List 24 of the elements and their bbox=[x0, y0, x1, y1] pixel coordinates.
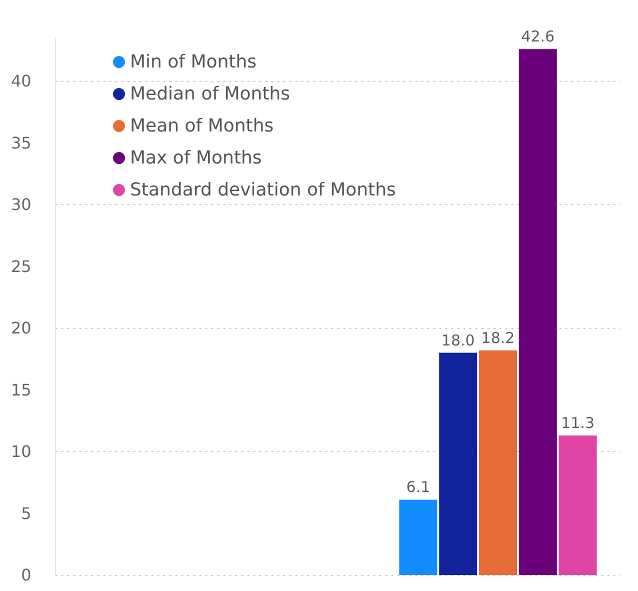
legend-label: Min of Months bbox=[130, 52, 257, 72]
y-tick-label: 15 bbox=[11, 380, 32, 400]
bar bbox=[399, 500, 438, 575]
y-tick-label: 5 bbox=[21, 504, 32, 523]
y-tick-label: 10 bbox=[11, 442, 32, 462]
bar bbox=[439, 352, 478, 575]
data-label: 11.3 bbox=[561, 414, 595, 432]
bar bbox=[479, 350, 517, 575]
legend-label: Max of Months bbox=[130, 148, 262, 168]
legend-label: Median of Months bbox=[130, 84, 290, 104]
data-label: 18.0 bbox=[441, 331, 475, 350]
data-label: 42.6 bbox=[521, 28, 555, 46]
y-tick-label: 40 bbox=[11, 72, 32, 91]
bar bbox=[558, 436, 597, 575]
y-tick-label: 35 bbox=[11, 133, 32, 152]
legend-label: Mean of Months bbox=[130, 116, 274, 136]
legend-label: Standard deviation of Months bbox=[130, 180, 396, 200]
y-tick-label: 30 bbox=[11, 195, 32, 214]
data-label: 18.2 bbox=[481, 328, 515, 347]
data-label: 6.1 bbox=[406, 478, 430, 496]
y-tick-label: 25 bbox=[11, 256, 32, 276]
y-tick-label: 0 bbox=[21, 566, 32, 584]
bar bbox=[518, 49, 557, 575]
y-tick-label: 20 bbox=[11, 318, 32, 338]
